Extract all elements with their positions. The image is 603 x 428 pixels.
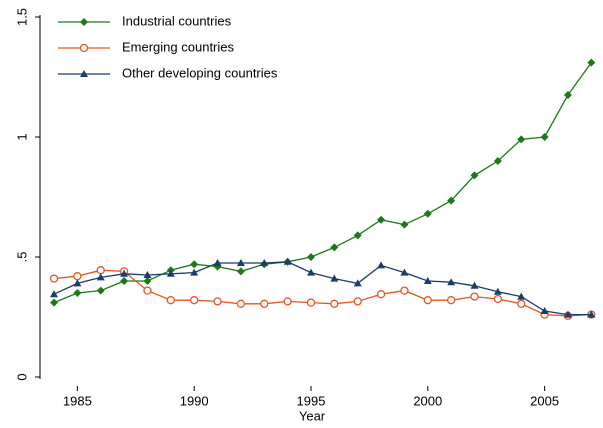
marker (470, 281, 479, 289)
marker (330, 274, 339, 282)
marker (540, 133, 549, 141)
marker (96, 273, 105, 281)
legend-marker (80, 18, 88, 26)
marker (260, 299, 269, 308)
marker (50, 298, 59, 307)
marker (190, 296, 199, 305)
marker (306, 253, 315, 261)
marker (143, 271, 152, 278)
marker (120, 277, 129, 285)
marker (353, 297, 362, 306)
marker (306, 298, 316, 307)
marker (260, 259, 269, 266)
y-tick-label: .5 (14, 252, 29, 263)
marker (447, 278, 456, 286)
marker (493, 294, 503, 304)
marker (166, 269, 175, 277)
marker (190, 268, 199, 276)
marker (236, 299, 246, 308)
marker (96, 266, 105, 275)
x-tick-label: 2000 (413, 393, 442, 408)
series-line (53, 269, 592, 317)
y-tick-label: 0 (14, 373, 29, 380)
y-tick-label: 1.5 (14, 8, 29, 26)
marker (236, 259, 245, 266)
marker (587, 58, 596, 67)
marker (470, 171, 479, 180)
series-line (53, 62, 592, 304)
marker (283, 297, 292, 306)
marker (563, 91, 572, 99)
marker (563, 310, 572, 318)
marker (587, 310, 596, 318)
marker (377, 261, 386, 269)
marker (353, 279, 362, 287)
marker (143, 277, 152, 285)
y-tick-label: 1 (14, 133, 29, 140)
x-tick-label: 2005 (530, 393, 559, 408)
legend-label: Emerging countries (122, 39, 234, 54)
legend-marker (79, 43, 89, 53)
marker (166, 296, 175, 305)
marker (96, 286, 105, 295)
marker (213, 259, 222, 266)
marker (423, 209, 432, 218)
marker (73, 289, 82, 297)
marker (540, 307, 549, 314)
marker (470, 292, 479, 301)
marker (400, 268, 409, 276)
marker (493, 157, 502, 165)
legend-label: Other developing countries (122, 65, 278, 80)
marker (49, 274, 59, 283)
marker (306, 268, 315, 276)
marker (73, 279, 82, 287)
x-tick-label: 1995 (297, 393, 326, 408)
marker (517, 135, 526, 144)
marker (213, 297, 222, 306)
marker (190, 260, 199, 269)
marker (447, 296, 456, 305)
marker (400, 286, 409, 295)
marker (50, 290, 59, 298)
marker (143, 286, 152, 295)
marker (120, 269, 129, 277)
marker (517, 299, 526, 308)
marker (377, 215, 386, 224)
marker (330, 243, 339, 252)
marker (330, 299, 339, 308)
series-line (53, 261, 592, 316)
marker (493, 287, 502, 295)
marker (423, 296, 432, 305)
marker (400, 220, 409, 229)
legend-label: Industrial countries (122, 13, 232, 28)
x-tick-label: 1985 (63, 393, 92, 408)
marker (73, 272, 82, 281)
marker (376, 290, 386, 299)
x-tick-label: 1990 (180, 393, 209, 408)
marker (423, 277, 432, 284)
marker (236, 267, 245, 276)
marker (517, 292, 526, 300)
marker (353, 231, 362, 240)
marker (283, 257, 292, 265)
x-axis-label: Year (299, 408, 326, 423)
marker (447, 196, 456, 205)
legend-marker (80, 70, 88, 77)
